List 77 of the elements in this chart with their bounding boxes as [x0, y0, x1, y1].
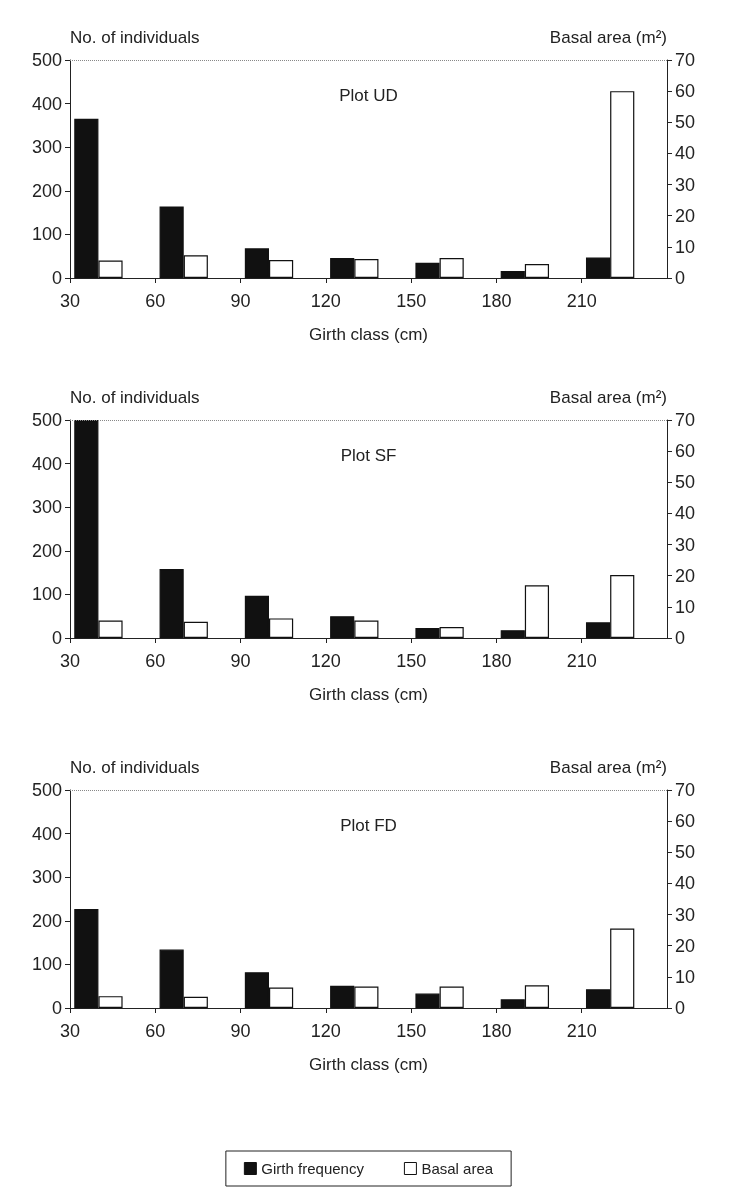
y-axis-title: No. of individuals — [70, 28, 200, 47]
y2-tick-label: 0 — [675, 628, 686, 648]
y-tick-label: 200 — [31, 910, 62, 931]
x-tick-label: 180 — [481, 1021, 512, 1041]
y2-tick-label: 70 — [675, 410, 696, 430]
y-tick-label: 300 — [31, 137, 62, 158]
y-tick-label: 100 — [31, 224, 62, 245]
y2-tick-label: 50 — [675, 842, 696, 863]
y-axis-title: No. of individuals — [70, 388, 200, 407]
y2-tick-label: 20 — [675, 935, 696, 956]
x-tick-label: 90 — [230, 651, 251, 671]
x-axis-title: Girth class (cm) — [309, 685, 428, 704]
y2-tick-label: 30 — [675, 174, 696, 195]
x-tick-label: 120 — [310, 291, 341, 311]
x-tick-label: 180 — [481, 651, 512, 671]
y2-tick-label: 10 — [675, 596, 696, 617]
x-tick-label: 60 — [145, 651, 166, 671]
y2-tick-label: 60 — [675, 811, 696, 832]
y-tick-label: 0 — [51, 998, 62, 1018]
y-tick-label: 300 — [31, 867, 62, 888]
x-axis-title: Girth class (cm) — [309, 325, 428, 344]
text: Plot UD — [339, 86, 398, 105]
x-tick-label: 30 — [59, 651, 81, 671]
y-tick-label: 200 — [31, 540, 62, 561]
y-tick-label: 100 — [31, 584, 62, 605]
y2-tick-label: 20 — [675, 205, 696, 226]
y2-tick-label: 20 — [675, 565, 696, 586]
x-tick-label: 30 — [59, 1021, 81, 1041]
y-tick-label: 300 — [31, 497, 62, 518]
x-tick-label: 210 — [566, 651, 597, 671]
y2-axis-title: Basal area (m²) — [549, 28, 667, 47]
x-tick-label: 120 — [310, 1021, 341, 1041]
y-tick-label: 500 — [31, 50, 62, 70]
y2-axis-title: Basal area (m²) — [549, 388, 667, 407]
y2-tick-label: 70 — [675, 50, 696, 70]
y-axis-title: No. of individuals — [70, 758, 200, 777]
x-tick-label: 60 — [145, 291, 166, 311]
y-tick-label: 100 — [31, 954, 62, 975]
x-tick-label: 210 — [566, 291, 597, 311]
y2-tick-label: 40 — [675, 873, 696, 894]
y-tick-label: 400 — [31, 453, 62, 474]
y2-tick-label: 50 — [675, 112, 696, 133]
y-tick-label: 200 — [31, 180, 62, 201]
text: Plot FD — [340, 816, 397, 835]
y2-tick-label: 30 — [675, 904, 696, 925]
y2-tick-label: 50 — [675, 472, 696, 493]
y2-tick-label: 30 — [675, 534, 696, 555]
y-tick-label: 500 — [31, 780, 62, 800]
y-tick-label: 0 — [51, 628, 62, 648]
y2-axis-title: Basal area (m²) — [549, 758, 667, 777]
y-tick-label: 500 — [31, 410, 62, 430]
text: Plot SF — [340, 446, 397, 465]
x-tick-label: 90 — [230, 1021, 251, 1041]
x-tick-label: 150 — [396, 651, 427, 671]
y2-tick-label: 60 — [675, 81, 696, 102]
y-tick-label: 400 — [31, 93, 62, 114]
x-tick-label: 120 — [310, 651, 341, 671]
legend-label: Girth frequency — [261, 1160, 365, 1177]
y2-tick-label: 70 — [675, 780, 696, 800]
y-tick-label: 400 — [31, 823, 62, 844]
x-tick-label: 30 — [59, 291, 81, 311]
x-tick-label: 90 — [230, 291, 251, 311]
y2-tick-label: 40 — [675, 503, 696, 524]
y-tick-label: 0 — [51, 268, 62, 288]
y2-tick-label: 10 — [675, 236, 696, 257]
y2-tick-label: 40 — [675, 143, 696, 164]
x-tick-label: 60 — [145, 1021, 166, 1041]
y2-tick-label: 0 — [675, 268, 686, 288]
x-tick-label: 210 — [566, 1021, 597, 1041]
y2-tick-label: 0 — [675, 998, 686, 1018]
x-tick-label: 150 — [396, 291, 427, 311]
x-tick-label: 150 — [396, 1021, 427, 1041]
x-tick-label: 180 — [481, 291, 512, 311]
legend-label: Basal area — [421, 1160, 494, 1177]
y2-tick-label: 60 — [675, 441, 696, 462]
x-axis-title: Girth class (cm) — [309, 1055, 428, 1074]
y2-tick-label: 10 — [675, 966, 696, 987]
